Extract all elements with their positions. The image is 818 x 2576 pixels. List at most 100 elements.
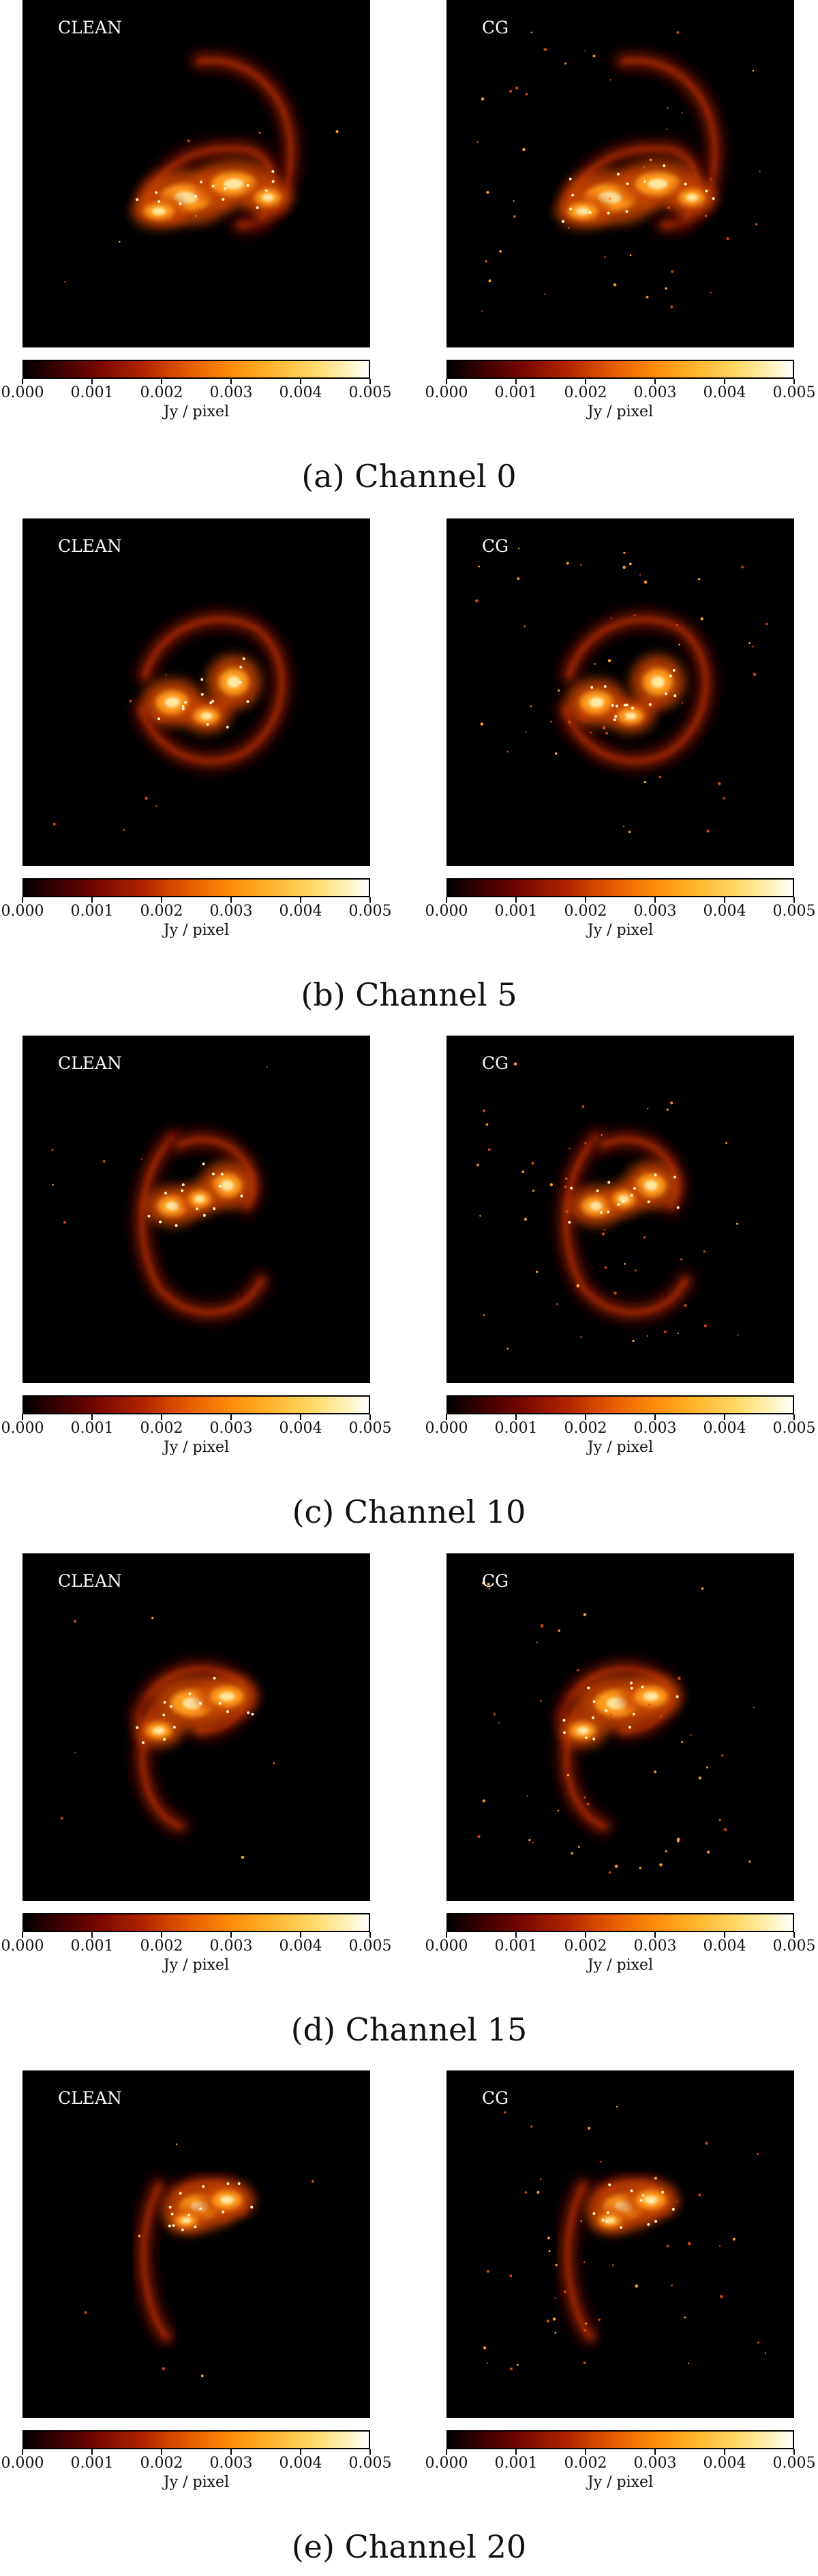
colorbar-tick-label: 0.002 (140, 903, 183, 920)
colorbar-tick (22, 897, 23, 903)
colorbar-tick-label: 0.001 (70, 903, 114, 920)
colorbar-tick (793, 379, 795, 384)
colorbar-tick (22, 1932, 23, 1938)
colorbar-tick-label: 0.001 (70, 1420, 114, 1437)
intensity-map (22, 1036, 370, 1383)
image-panel: CG (446, 2070, 794, 2418)
colorbar-tick-label: 0.000 (1, 1420, 44, 1437)
method-label: CG (482, 2088, 509, 2108)
colorbar-tick-label: 0.001 (494, 903, 538, 920)
colorbar-tick (22, 2449, 23, 2455)
colorbar-tick-label: 0.005 (348, 2455, 392, 2472)
colorbar-tick (515, 1932, 517, 1938)
image-panel: CG (446, 518, 794, 866)
image-panel: CG (446, 1553, 794, 1901)
colorbar-tick-label: 0.000 (425, 1938, 468, 1955)
intensity-map (22, 2070, 370, 2418)
colorbar (446, 1395, 794, 1414)
intensity-map (22, 1553, 370, 1901)
colorbar-tick (446, 897, 447, 903)
colorbar-tick (230, 379, 232, 384)
colorbar-tick-label: 0.000 (1, 903, 44, 920)
colorbar-unit-label: Jy / pixel (163, 2474, 230, 2491)
colorbar (446, 2430, 794, 2449)
colorbar-tick (300, 379, 301, 384)
colorbar-tick (91, 897, 93, 903)
colorbar-tick (793, 897, 795, 903)
colorbar-tick-label: 0.005 (772, 1938, 816, 1955)
subfigure-caption: (c) Channel 10 (292, 1493, 526, 1530)
colorbar-tick (230, 1414, 232, 1420)
colorbar-tick-label: 0.002 (564, 2455, 607, 2472)
colorbar-unit-label: Jy / pixel (163, 1957, 230, 1974)
colorbar-tick-label: 0.003 (209, 903, 253, 920)
colorbar-tick-label: 0.003 (209, 2455, 253, 2472)
colorbar-tick (654, 1932, 656, 1938)
subfigure-caption: (d) Channel 15 (290, 2011, 528, 2048)
colorbar-tick-label: 0.002 (564, 384, 607, 401)
colorbar-tick-label: 0.004 (703, 1420, 746, 1437)
colorbar-tick-label: 0.000 (1, 1938, 44, 1955)
colorbar-tick-label: 0.004 (703, 384, 746, 401)
intensity-map (22, 518, 370, 866)
colorbar-tick-label: 0.002 (564, 1420, 607, 1437)
colorbar-tick (369, 897, 371, 903)
colorbar (22, 1395, 370, 1414)
colorbar-tick (91, 379, 93, 384)
colorbar-tick-label: 0.003 (209, 384, 253, 401)
colorbar (22, 878, 370, 897)
image-panel: CLEAN (22, 2070, 370, 2418)
colorbar-tick (585, 379, 586, 384)
colorbar-tick (446, 1414, 447, 1420)
colorbar (22, 360, 370, 379)
colorbar-tick-label: 0.001 (494, 384, 538, 401)
image-panel: CG (446, 0, 794, 347)
colorbar-tick-label: 0.004 (703, 1938, 746, 1955)
colorbar-tick (585, 1414, 586, 1420)
colorbar-unit-label: Jy / pixel (587, 403, 654, 420)
colorbar-tick (446, 1932, 447, 1938)
colorbar-tick (161, 1414, 162, 1420)
colorbar-unit-label: Jy / pixel (587, 2474, 654, 2491)
image-panel: CLEAN (22, 1553, 370, 1901)
colorbar (446, 878, 794, 897)
method-label: CLEAN (58, 1571, 122, 1591)
colorbar-tick-label: 0.005 (772, 2455, 816, 2472)
colorbar-tick (161, 897, 162, 903)
intensity-map (446, 2070, 794, 2418)
colorbar-tick (724, 2449, 725, 2455)
colorbar-tick-label: 0.002 (140, 1938, 183, 1955)
colorbar-tick (446, 379, 447, 384)
intensity-map (446, 1553, 794, 1901)
colorbar-tick-label: 0.002 (140, 384, 183, 401)
colorbar-tick-label: 0.001 (494, 1938, 538, 1955)
colorbar-tick (91, 1932, 93, 1938)
image-panel: CG (446, 1036, 794, 1383)
colorbar-tick-label: 0.005 (348, 903, 392, 920)
intensity-map (446, 518, 794, 866)
colorbar-tick (161, 1932, 162, 1938)
intensity-map (22, 0, 370, 347)
colorbar-tick-label: 0.004 (279, 384, 322, 401)
colorbar-tick-label: 0.000 (1, 384, 44, 401)
colorbar-tick (724, 1414, 725, 1420)
colorbar-tick-label: 0.004 (279, 903, 322, 920)
colorbar-tick (369, 1414, 371, 1420)
colorbar-tick (300, 897, 301, 903)
colorbar-tick-label: 0.000 (1, 2455, 44, 2472)
colorbar-unit-label: Jy / pixel (163, 922, 230, 939)
colorbar-tick (230, 1932, 232, 1938)
colorbar-tick (793, 2449, 795, 2455)
colorbar-tick (793, 1414, 795, 1420)
colorbar-tick-label: 0.004 (703, 903, 746, 920)
colorbar-tick (369, 379, 371, 384)
image-panel: CLEAN (22, 0, 370, 347)
colorbar-tick-label: 0.002 (140, 1420, 183, 1437)
colorbar-tick (793, 1932, 795, 1938)
colorbar-tick-label: 0.000 (425, 2455, 468, 2472)
colorbar-tick-label: 0.001 (70, 1938, 114, 1955)
colorbar-tick (515, 379, 517, 384)
colorbar-unit-label: Jy / pixel (587, 1957, 654, 1974)
colorbar-tick-label: 0.003 (209, 1420, 253, 1437)
colorbar-tick-label: 0.000 (425, 903, 468, 920)
